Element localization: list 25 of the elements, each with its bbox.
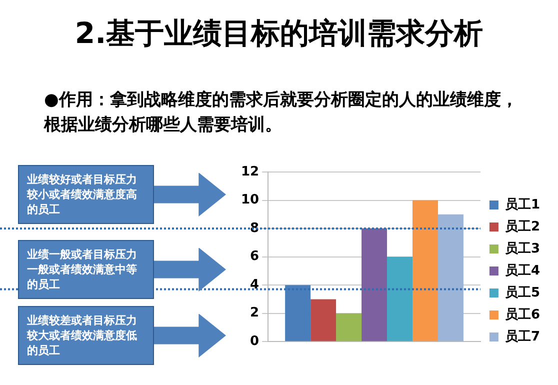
bar <box>362 228 388 342</box>
text: 业绩较差或者目标压力较大或者绩效满意度低的员工 <box>18 306 154 365</box>
y-tick-label: 4 <box>250 277 260 292</box>
bar <box>387 256 412 342</box>
bar <box>412 200 438 342</box>
y-tick-label: 10 <box>240 192 260 208</box>
text: 业绩一般或者目标压力一般或者绩效满意中等的员工 <box>18 240 154 299</box>
y-tick-label: 6 <box>250 249 260 264</box>
chart-subtitle: ●作用：拿到战略维度的需求后就要分析圈定的人的业绩维度，根据业绩分析哪些人需要培训。 <box>44 89 519 137</box>
legend-label: 员工7 <box>504 329 540 344</box>
chart-title: 2.基于业绩目标的培训需求分析 <box>74 15 484 52</box>
y-tick-label: 12 <box>240 164 260 180</box>
bar <box>310 299 336 342</box>
bar <box>438 214 464 342</box>
legend-label: 员工5 <box>504 285 540 300</box>
legend-label: 员工4 <box>504 263 540 278</box>
legend-label: 员工3 <box>504 241 540 256</box>
legend-label: 员工6 <box>504 307 540 322</box>
legend-label: 员工2 <box>504 219 540 234</box>
y-tick-label: 0 <box>250 334 260 349</box>
bar <box>285 285 311 342</box>
legend-label: 员工1 <box>504 197 540 212</box>
text: 业绩较好或者目标压力较小或者绩效满意度高的员工 <box>18 165 154 224</box>
bar <box>336 313 362 342</box>
y-tick-label: 2 <box>250 306 260 321</box>
